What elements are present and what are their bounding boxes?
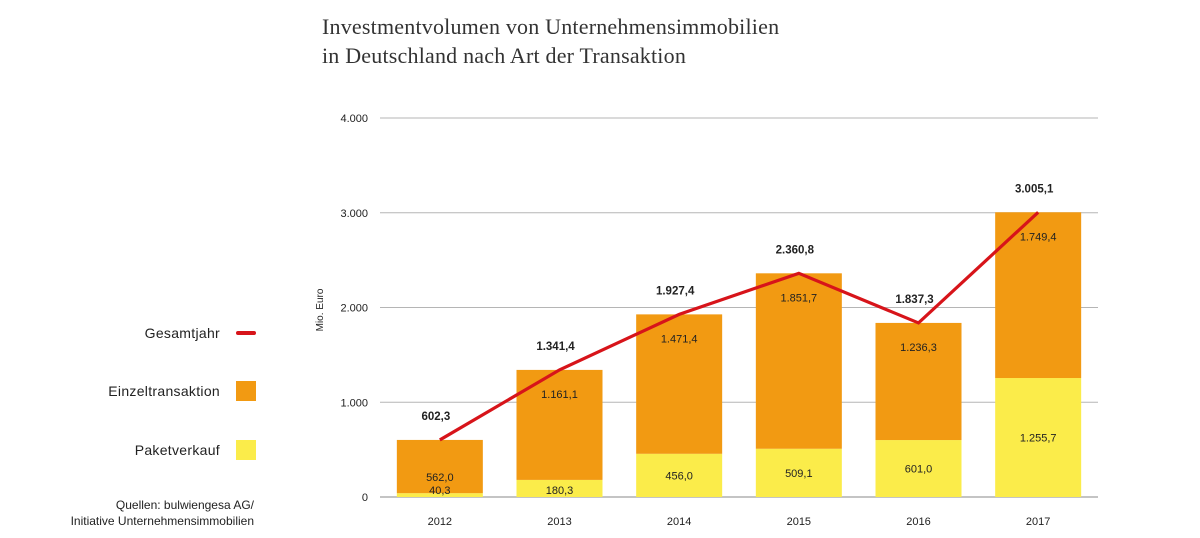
- legend-item-einzeltransaktion: Einzeltransaktion: [60, 381, 256, 401]
- bar-paketverkauf: [755, 448, 842, 497]
- legend-label-paketverkauf: Paketverkauf: [134, 442, 220, 458]
- source-note: Quellen: bulwiengesa AG/ Initiative Unte…: [71, 497, 254, 529]
- legend-swatch-yellow: [236, 440, 256, 460]
- y-tick-label: 4.000: [340, 113, 368, 125]
- total-value-label: 2.360,8: [776, 244, 815, 256]
- total-value-label: 1.837,3: [895, 294, 933, 306]
- y-tick-label: 3.000: [340, 208, 368, 220]
- y-tick-label: 0: [362, 492, 368, 504]
- y-tick-label: 2.000: [340, 303, 368, 315]
- bar-value-label: 1.471,4: [661, 333, 698, 345]
- x-tick-label: 2013: [547, 516, 571, 528]
- bar-paketverkauf: [995, 378, 1082, 497]
- total-value-label: 1.341,4: [536, 341, 575, 353]
- bar-value-label: 1.161,1: [541, 389, 578, 401]
- legend-swatch-line: [236, 331, 256, 335]
- legend-label-gesamtjahr: Gesamtjahr: [144, 325, 220, 341]
- total-value-label: 1.927,4: [656, 285, 695, 297]
- bar-value-label: 1.236,3: [900, 342, 937, 354]
- x-tick-label: 2014: [667, 516, 691, 528]
- bar-value-label: 509,1: [785, 468, 813, 480]
- bar-value-label: 1.851,7: [780, 292, 817, 304]
- x-tick-label: 2012: [428, 516, 452, 528]
- chart-title-line-2: in Deutschland nach Art der Transaktion: [322, 43, 687, 68]
- chart-title: Investmentvolumen von Unternehmensimmobi…: [322, 12, 779, 70]
- bar-value-label: 1.749,4: [1020, 231, 1057, 243]
- total-value-label: 3.005,1: [1015, 183, 1054, 195]
- bar-einzeltransaktion: [636, 314, 723, 454]
- bar-value-label: 1.255,7: [1020, 433, 1057, 445]
- bar-paketverkauf: [875, 440, 962, 497]
- legend-label-einzeltransaktion: Einzeltransaktion: [108, 383, 220, 399]
- legend-swatch-orange: [236, 381, 256, 401]
- bar-value-label: 562,0: [426, 472, 454, 484]
- bar-value-label: 601,0: [905, 464, 933, 476]
- y-tick-label: 1.000: [340, 397, 368, 409]
- legend-item-gesamtjahr: Gesamtjahr: [60, 323, 256, 343]
- source-line-1: Quellen: bulwiengesa AG/: [115, 498, 254, 512]
- bar-paketverkauf: [516, 479, 603, 497]
- y-axis-title: Mio. Euro: [315, 288, 326, 331]
- total-value-label: 602,3: [421, 411, 450, 423]
- bar-value-label: 456,0: [665, 470, 693, 482]
- x-tick-label: 2015: [787, 516, 811, 528]
- bar-einzeltransaktion: [396, 439, 483, 494]
- x-tick-label: 2017: [1026, 516, 1050, 528]
- chart-title-line-1: Investmentvolumen von Unternehmensimmobi…: [322, 14, 780, 39]
- x-tick-label: 2016: [906, 516, 930, 528]
- bar-value-label: 40,3: [429, 485, 450, 497]
- bar-value-label: 180,3: [546, 485, 574, 497]
- bar-einzeltransaktion: [875, 322, 962, 441]
- source-line-2: Initiative Unternehmensimmobilien: [70, 514, 254, 528]
- legend-item-paketverkauf: Paketverkauf: [60, 440, 256, 460]
- total-line: [439, 211, 1040, 442]
- bar-paketverkauf: [396, 493, 483, 497]
- bar-einzeltransaktion: [755, 273, 842, 449]
- bar-paketverkauf: [636, 453, 723, 497]
